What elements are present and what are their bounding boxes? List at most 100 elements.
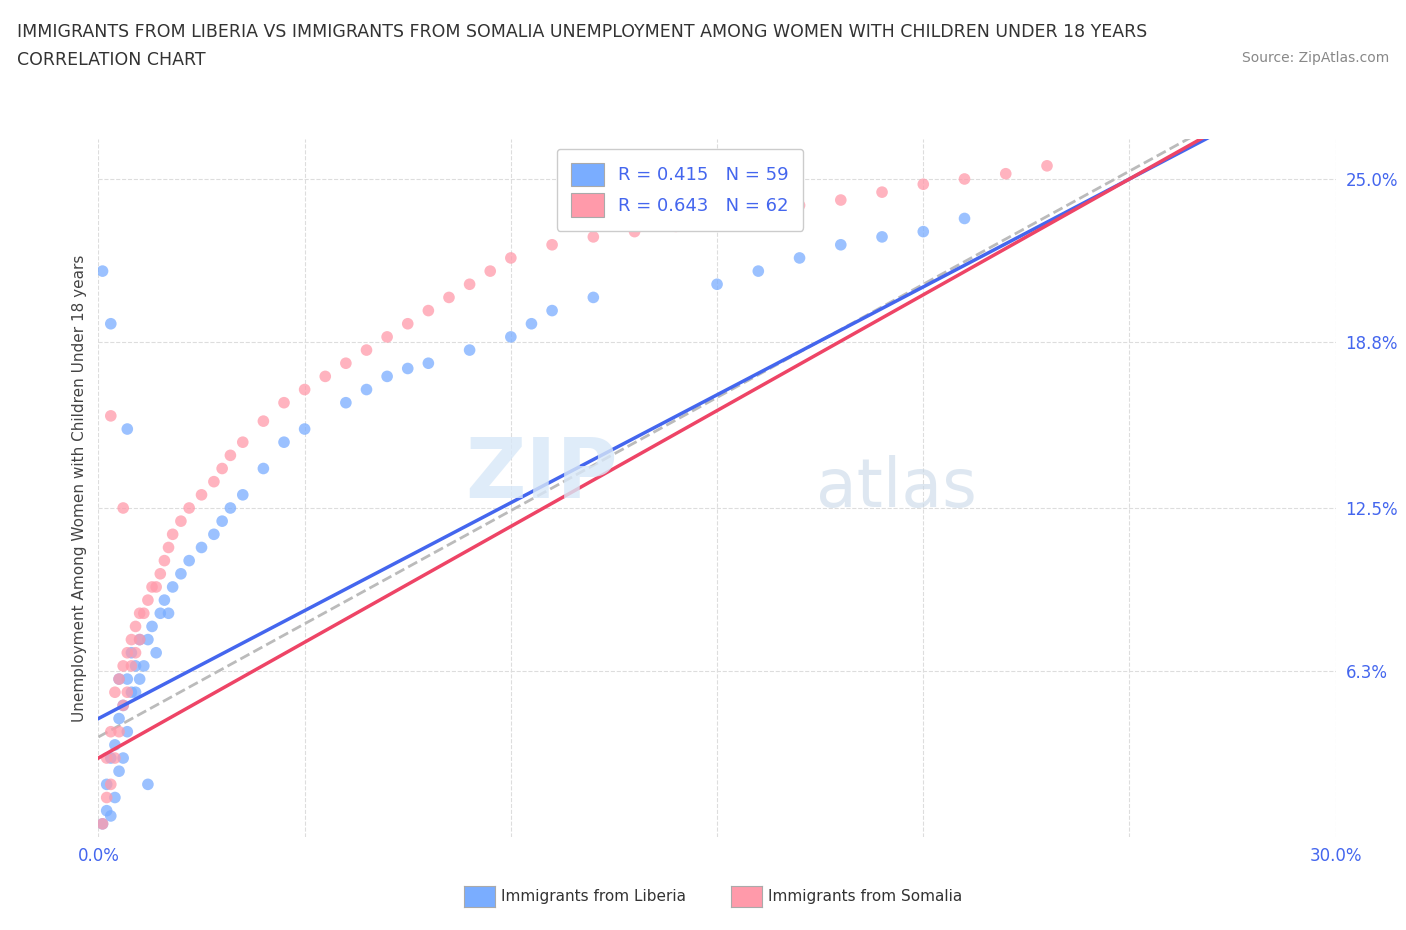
Point [124,619,146,634]
Point [458,342,481,357]
Point [479,264,502,279]
Y-axis label: Unemployment Among Women with Children Under 18 years: Unemployment Among Women with Children U… [72,255,87,722]
Point [117,671,139,686]
Point [108,671,131,686]
Point [136,777,159,791]
Point [375,329,398,344]
Point [117,724,139,739]
Point [120,632,142,647]
Point [830,193,852,207]
Point [128,671,150,686]
Point [100,408,122,423]
Point [520,316,543,331]
Point [136,632,159,647]
Point [499,329,522,344]
Point [953,211,976,226]
Point [91,817,114,831]
Point [273,395,295,410]
Point [157,605,180,620]
Point [335,356,357,371]
Point [124,645,146,660]
Point [706,211,728,226]
Point [706,277,728,292]
Point [314,369,336,384]
Point [335,395,357,410]
Point [141,619,163,634]
Point [157,540,180,555]
Point [953,171,976,186]
Point [153,592,176,607]
Point [789,250,811,265]
Point [91,264,114,279]
Point [211,461,233,476]
Point [541,303,564,318]
Legend: R = 0.415   N = 59, R = 0.643   N = 62: R = 0.415 N = 59, R = 0.643 N = 62 [557,149,803,231]
Point [108,764,131,778]
Point [396,316,419,331]
Point [232,434,254,449]
Point [202,474,225,489]
Point [582,230,605,245]
Point [830,237,852,252]
Point [117,684,139,699]
Point [219,500,242,515]
Point [162,527,184,542]
Text: Source: ZipAtlas.com: Source: ZipAtlas.com [1241,51,1389,65]
Point [100,724,122,739]
Point [356,342,378,357]
Point [1036,158,1059,173]
Point [747,203,769,218]
Point [124,684,146,699]
Point [145,579,167,594]
Point [789,198,811,213]
Point [120,645,142,660]
Point [870,230,893,245]
Point [437,290,460,305]
Point [396,361,419,376]
Point [112,658,135,673]
Point [170,566,193,581]
Point [100,751,122,765]
Point [128,605,150,620]
Point [149,566,172,581]
Point [458,277,481,292]
Point [994,166,1017,181]
Point [108,671,131,686]
Point [100,777,122,791]
Point [112,698,135,712]
Point [870,185,893,200]
Point [108,711,131,726]
Point [170,513,193,528]
Point [117,421,139,436]
Point [541,237,564,252]
Point [132,658,155,673]
Point [912,224,935,239]
Point [104,790,127,805]
Text: Immigrants from Somalia: Immigrants from Somalia [768,889,962,904]
Point [141,579,163,594]
Point [190,487,212,502]
Point [153,553,176,568]
Point [104,737,127,752]
Point [128,632,150,647]
Point [912,177,935,192]
Point [418,356,440,371]
Point [128,632,150,647]
Point [96,804,118,818]
Point [665,219,688,233]
Point [418,303,440,318]
Point [294,421,316,436]
Point [232,487,254,502]
Point [132,605,155,620]
Point [100,316,122,331]
Point [356,382,378,397]
Point [100,808,122,823]
Point [91,817,114,831]
Point [179,500,201,515]
Point [96,777,118,791]
Point [149,605,172,620]
Point [211,513,233,528]
Point [294,382,316,397]
Point [124,658,146,673]
Point [190,540,212,555]
